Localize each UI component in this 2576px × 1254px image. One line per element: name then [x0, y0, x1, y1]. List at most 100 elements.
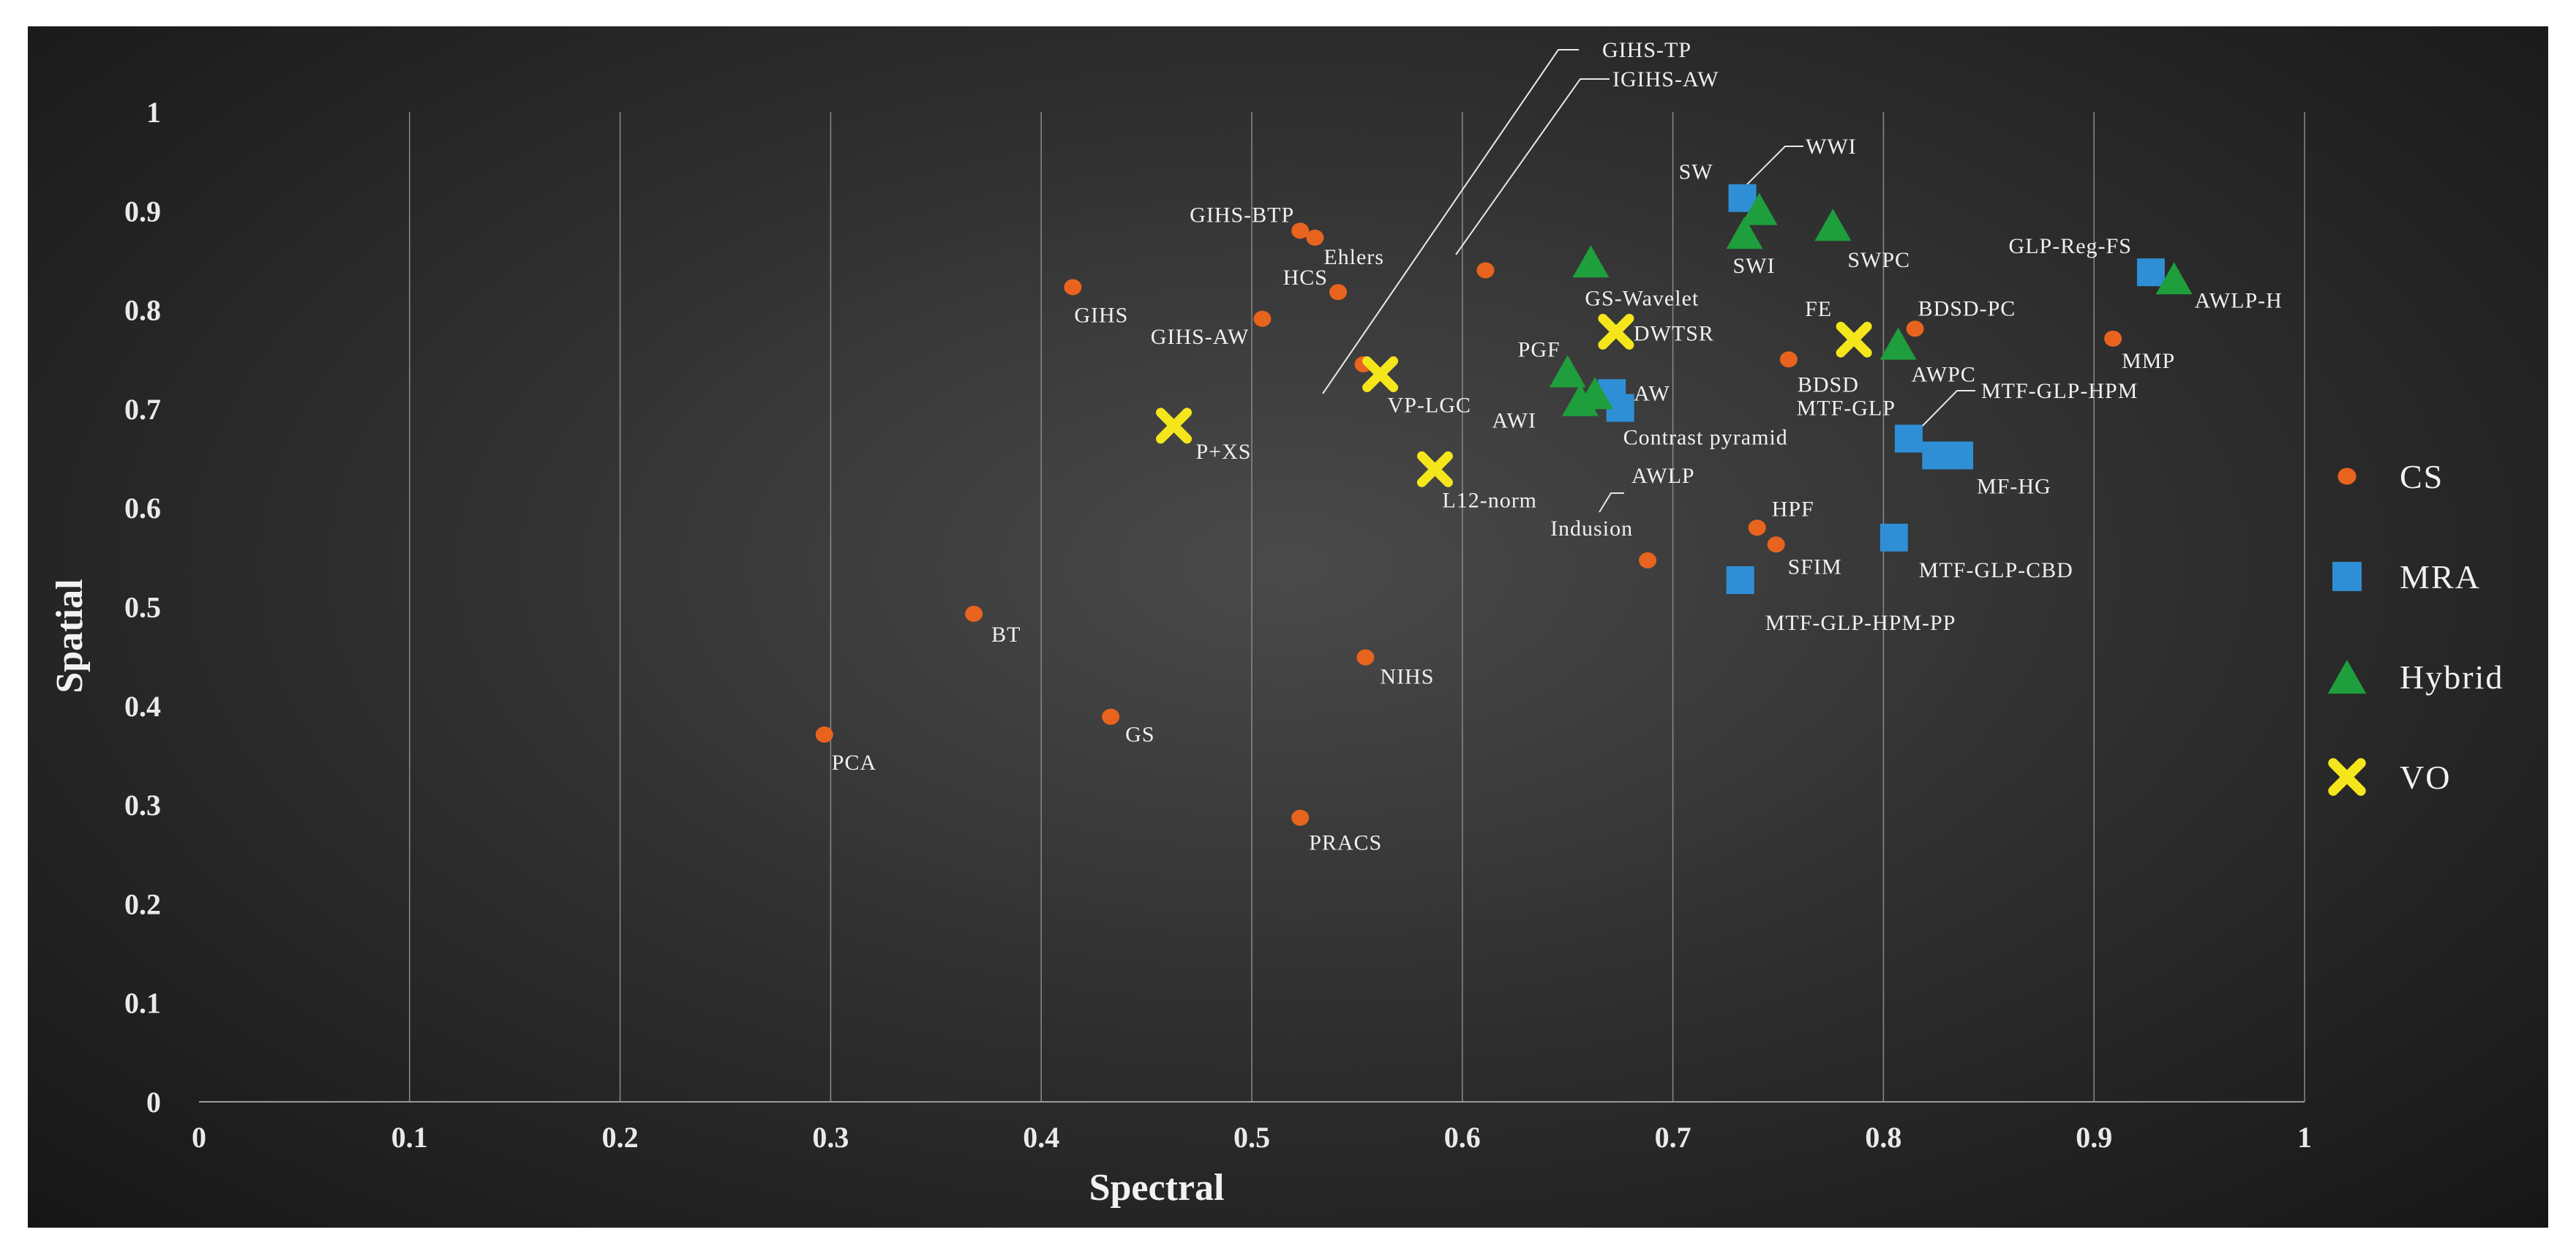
point-label: NIHS — [1380, 665, 1434, 689]
x-tick-label: 0.7 — [1655, 1121, 1691, 1154]
y-tick-label: 0.5 — [124, 591, 161, 624]
x-marker — [2328, 758, 2366, 796]
point-label: MF-HG — [1977, 474, 2051, 498]
y-tick-label: 0.8 — [124, 294, 161, 327]
circle-marker — [1906, 320, 1924, 337]
point-label: Ehlers — [1323, 245, 1384, 269]
point-label: MTF-GLP-HPM — [1981, 379, 2138, 403]
axes: 0 0.1 0.2 0.3 0.4 0.5 0.6 0.7 0.8 0.9 1 0 0.1 0.2 0.3 0… — [49, 96, 2312, 1209]
triangle-marker — [1814, 209, 1852, 241]
leader-line — [1599, 492, 1624, 513]
x-tick-label: 0.5 — [1233, 1121, 1270, 1154]
point-label: DWTSR — [1634, 321, 1714, 345]
x-marker-stroke — [1836, 321, 1872, 358]
triangle-marker — [2327, 659, 2367, 694]
circle-marker — [1253, 310, 1272, 327]
x-marker — [1156, 408, 1193, 444]
x-marker — [1598, 313, 1634, 350]
point-label: L12-norm — [1442, 488, 1537, 512]
y-tick-label: 0.6 — [124, 492, 161, 525]
circle-marker — [1102, 708, 1120, 725]
circle-marker — [1064, 279, 1082, 296]
circle-marker — [1748, 519, 1766, 536]
x-tick-label: 0.3 — [812, 1121, 849, 1154]
grid-lines — [409, 112, 2305, 1102]
point-label: AW — [1634, 381, 1670, 405]
square-marker — [2332, 562, 2362, 591]
point-label: AWI — [1492, 409, 1536, 433]
y-tick-label: 0.1 — [124, 987, 161, 1020]
x-tick-label: 0.1 — [391, 1121, 428, 1154]
x-tick-label: 0.2 — [602, 1121, 639, 1154]
legend-label: CS — [2400, 458, 2444, 495]
point-label: IGIHS-AW — [1612, 67, 1719, 91]
point-label: PGF — [1518, 337, 1561, 361]
y-tick-label: 0.3 — [124, 789, 161, 822]
point-label: SFIM — [1788, 555, 1842, 579]
circle-marker — [2337, 468, 2357, 485]
x-tick-label: 1 — [2297, 1121, 2312, 1154]
chart-background — [28, 26, 2548, 1228]
point-label: BDSD — [1798, 372, 1859, 397]
circle-marker — [1329, 284, 1347, 301]
x-marker — [1416, 451, 1453, 487]
leader-line — [1322, 49, 1579, 394]
point-label: Indusion — [1550, 517, 1633, 541]
triangle-marker — [1741, 192, 1778, 225]
circle-marker — [1476, 262, 1495, 279]
x-tick-label: 0.8 — [1865, 1121, 1901, 1154]
square-marker — [1726, 566, 1754, 594]
x-axis-title: Spectral — [1089, 1167, 1225, 1209]
legend: CS MRA Hybrid VO — [2327, 458, 2504, 796]
triangle-marker — [2155, 262, 2193, 295]
point-label: SWI — [1732, 254, 1775, 278]
point-label: AWPC — [1912, 363, 1976, 387]
x-marker-stroke — [1598, 313, 1634, 350]
point-label: GIHS — [1074, 303, 1128, 327]
square-marker — [1880, 523, 1908, 552]
triangle-marker — [1549, 355, 1586, 388]
y-tick-label: 0.4 — [124, 690, 161, 723]
point-label: BT — [991, 623, 1021, 647]
circle-marker — [1291, 809, 1310, 826]
x-marker-stroke — [1416, 451, 1453, 487]
point-label: WWI — [1806, 135, 1857, 159]
point-label: AWLP — [1631, 464, 1695, 488]
circle-marker — [1639, 552, 1657, 568]
x-marker-stroke — [1362, 356, 1399, 393]
point-label: SWPC — [1847, 248, 1910, 272]
leader-line — [1455, 78, 1610, 255]
square-marker — [1894, 424, 1923, 453]
point-label: MMP — [2122, 349, 2175, 373]
leader-lines — [1322, 49, 1975, 513]
legend-label: Hybrid — [2400, 658, 2504, 696]
square-marker — [2136, 258, 2165, 287]
x-marker-stroke — [2328, 758, 2366, 796]
x-tick-label: 0.9 — [2076, 1121, 2112, 1154]
circle-marker — [815, 727, 833, 743]
point-label: GIHS-AW — [1151, 325, 1250, 349]
point-label: PRACS — [1309, 831, 1382, 855]
triangle-marker — [1561, 383, 1599, 416]
point-label: BDSD-PC — [1918, 296, 2016, 320]
point-label: GIHS-TP — [1602, 38, 1691, 62]
circle-marker — [2104, 330, 2122, 347]
leader-line — [1916, 390, 1975, 432]
point-label: MTF-GLP — [1797, 396, 1896, 420]
point-label: SW — [1679, 160, 1713, 184]
circle-marker — [1306, 229, 1324, 246]
y-tick-label: 0.9 — [124, 195, 161, 228]
point-label: AWLP-H — [2195, 288, 2283, 312]
x-tick-label: 0 — [192, 1121, 206, 1154]
leader-line — [1733, 146, 1803, 198]
circle-marker — [1767, 536, 1785, 553]
legend-label: MRA — [2400, 558, 2481, 596]
y-axis-title: Spatial — [49, 579, 91, 693]
y-tick-label: 0.2 — [124, 887, 161, 920]
point-label: HPF — [1772, 497, 1814, 521]
y-tick-label: 1 — [146, 96, 161, 129]
y-tick-label: 0 — [146, 1086, 161, 1119]
point-label: VP-LGC — [1388, 394, 1471, 418]
